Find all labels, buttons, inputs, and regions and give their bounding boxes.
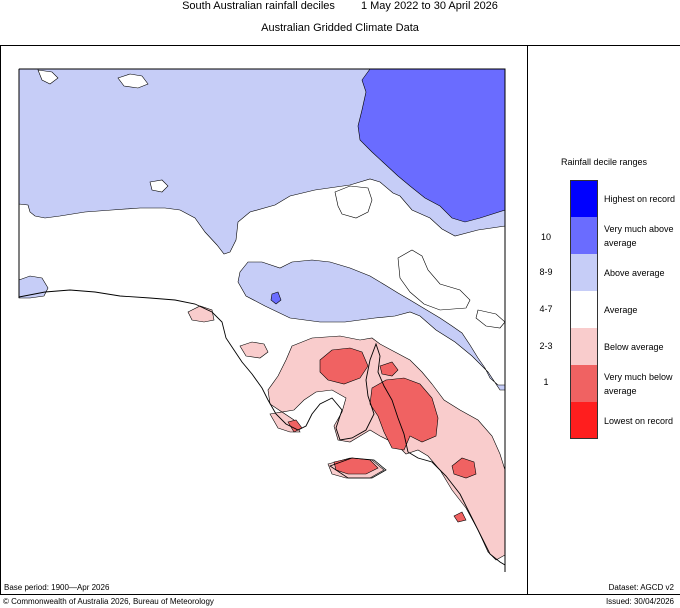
issued-text: Issued: 30/04/2026 (605, 597, 674, 606)
legend-label-average: Average (604, 304, 638, 315)
coastline (18, 289, 506, 566)
region-very-much-below-6 (453, 511, 467, 523)
lake-4 (117, 73, 149, 89)
legend-label-above: Above average (604, 267, 665, 278)
legend-range-1: 1 (543, 377, 549, 387)
region-very-much-below-2 (369, 377, 439, 451)
region-very-much-below-5 (451, 457, 477, 479)
base-period-text: Base period: 1900—Apr 2026 (4, 583, 110, 592)
kangaroo-island-outline (329, 457, 387, 479)
map-frame (0, 45, 680, 595)
legend-swatch-average (570, 291, 598, 328)
title-text: South Australian rainfall deciles (182, 0, 335, 12)
region-average-east-blob (475, 309, 506, 329)
legend-divider (527, 45, 528, 595)
map-subtitle: Australian Gridded Climate Data (261, 22, 419, 34)
lake-3 (149, 179, 169, 193)
legend-range-2-3: 2-3 (539, 341, 553, 351)
region-very-much-below-1 (319, 347, 369, 385)
region-above-average-east (237, 240, 506, 391)
map-title: South Australian rainfall deciles 1 May 2… (0, 0, 680, 12)
legend-label-highest: Highest on record (604, 193, 676, 204)
legend-swatch-below (570, 328, 598, 365)
state-border-north (19, 68, 506, 572)
region-average-east-interior (397, 249, 471, 311)
period-text: 1 May 2022 to 30 April 2026 (360, 0, 498, 12)
legend-label-below: Below average (604, 341, 664, 352)
region-very-much-above-average (357, 68, 506, 223)
legend-swatch-highest (570, 180, 598, 217)
legend-range-10: 10 (540, 232, 551, 242)
region-very-much-below-3 (379, 361, 399, 377)
legend-label-very-much-above: Very much above average (604, 223, 674, 248)
dataset-text: Dataset: AGCD v2 (608, 583, 674, 592)
small-blue-spot (270, 291, 282, 305)
region-below-average-west (239, 341, 269, 359)
legend-swatch-above (570, 254, 598, 291)
legend-label-very-much-below: Very much below average (604, 371, 673, 396)
copyright-text: © Commonwealth of Australia 2026, Bureau… (3, 597, 214, 606)
legend-title: Rainfall decile ranges (560, 157, 648, 167)
legend-swatch-very-much-above (570, 217, 598, 254)
legend-range-8-9: 8-9 (539, 267, 553, 277)
lake-1 (334, 185, 373, 219)
legend-swatch-very-much-below (570, 365, 598, 402)
legend-swatch-lowest (570, 402, 598, 439)
legend-label-lowest: Lowest on record (604, 415, 674, 426)
legend-range-4-7: 4-7 (539, 304, 553, 314)
lake-2 (37, 69, 59, 85)
